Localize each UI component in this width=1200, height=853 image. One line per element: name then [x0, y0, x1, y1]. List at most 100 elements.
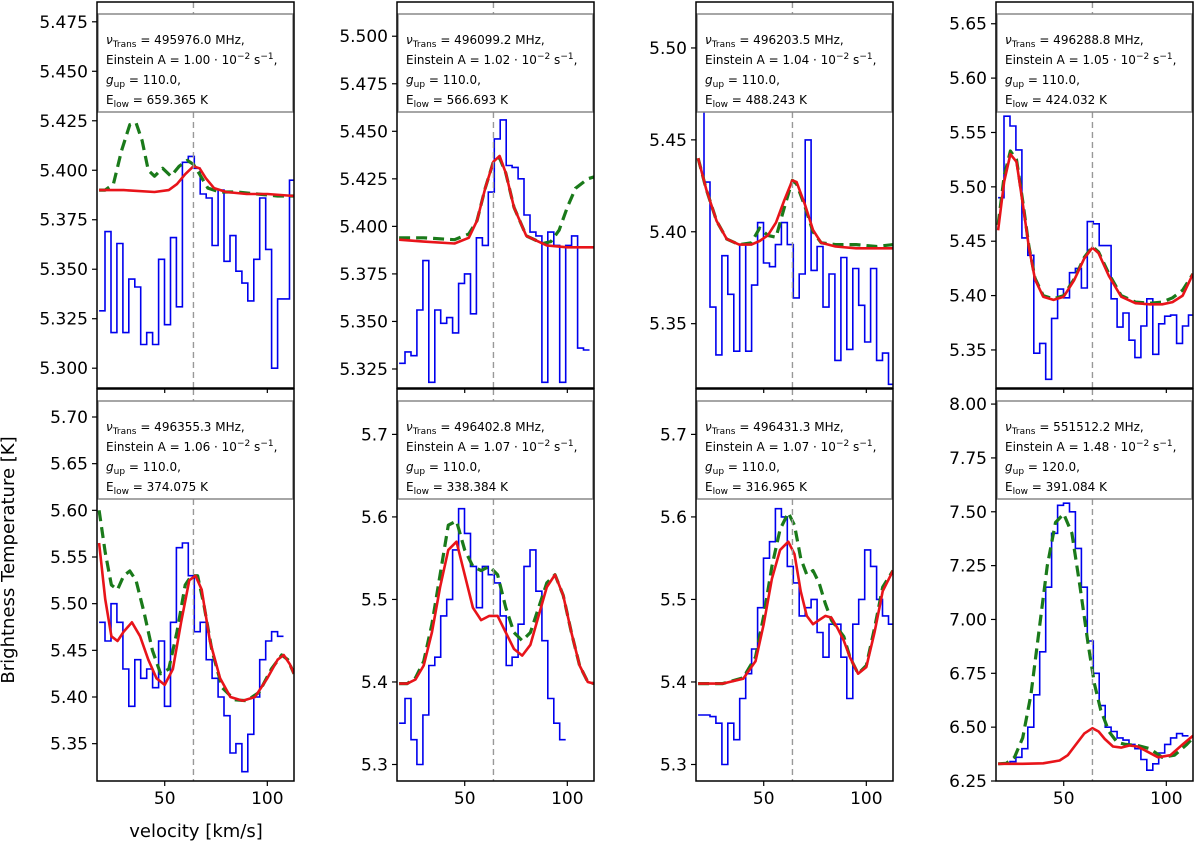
transition-info-box [97, 400, 294, 500]
y-tick-label: 5.35 [50, 735, 88, 755]
model-all-species-line [998, 512, 1193, 766]
x-tick-label: 50 [154, 789, 176, 809]
y-tick-label: 5.350 [39, 260, 88, 280]
transition-frequency: νTrans = 496288.8 MHz, [1005, 33, 1144, 50]
transition-frequency: νTrans = 496099.2 MHz, [406, 33, 545, 50]
y-tick-label: 5.375 [39, 211, 88, 231]
panel-5: νTrans = 496355.3 MHz, Einstein A = 1.06 … [50, 388, 295, 809]
transition-frequency: νTrans = 495976.0 MHz, [106, 33, 245, 50]
axes-frame [995, 1, 1194, 389]
transition-info-box [397, 13, 594, 113]
y-tick-label: 5.7 [660, 425, 687, 445]
x-axis-label: velocity [km/s] [129, 821, 263, 842]
x-tick-label: 50 [454, 789, 476, 809]
panel-1: νTrans = 495976.0 MHz, Einstein A = 1.00 … [39, 1, 295, 393]
x-tick-label: 50 [753, 789, 775, 809]
einstein-a: Einstein A = 1.04 · 10−2 s−1, [705, 52, 876, 67]
y-tick-label: 5.50 [949, 178, 987, 198]
transition-info-box [696, 400, 893, 500]
panel-3: νTrans = 496203.5 MHz, Einstein A = 1.04 … [649, 1, 894, 393]
upper-degeneracy: gup = 110.0, [705, 73, 780, 90]
y-tick-label: 5.35 [649, 315, 687, 335]
y-tick-label: 5.60 [949, 69, 987, 89]
axes-frame [695, 1, 894, 389]
model-single-transition-line [996, 152, 1193, 306]
panel-4: νTrans = 496288.8 MHz, Einstein A = 1.05 … [949, 1, 1194, 393]
y-tick-label: 8.00 [949, 395, 987, 415]
upper-degeneracy: gup = 120.0, [1005, 460, 1080, 477]
y-tick-label: 5.5 [660, 590, 687, 610]
transition-info-box [696, 13, 893, 113]
lower-energy: Elow = 659.365 K [106, 93, 209, 110]
panel-6: νTrans = 496402.8 MHz, Einstein A = 1.07 … [361, 388, 595, 809]
y-tick-label: 5.45 [50, 641, 88, 661]
lower-energy: Elow = 391.084 K [1005, 480, 1108, 497]
transition-frequency: νTrans = 496402.8 MHz, [406, 420, 545, 437]
model-all-species-line [99, 121, 294, 198]
einstein-a: Einstein A = 1.05 · 10−2 s−1, [1005, 52, 1176, 67]
observed-spectrum-line [399, 507, 566, 766]
y-tick-label: 7.50 [949, 503, 987, 523]
y-tick-label: 5.3 [361, 755, 388, 775]
model-single-transition-line [398, 154, 594, 249]
y-tick-label: 5.425 [39, 112, 88, 132]
y-tick-label: 5.475 [39, 13, 88, 33]
panel-8: νTrans = 551512.2 MHz, Einstein A = 1.48 … [949, 388, 1194, 809]
axes-frame [995, 388, 1194, 782]
einstein-a: Einstein A = 1.00 · 10−2 s−1, [106, 52, 277, 67]
y-tick-label: 5.40 [949, 287, 987, 307]
y-tick-label: 5.45 [649, 131, 687, 151]
model-all-species-line [696, 157, 893, 249]
y-tick-label: 5.70 [50, 408, 88, 428]
lower-energy: Elow = 566.693 K [406, 93, 509, 110]
y-tick-label: 6.75 [949, 664, 987, 684]
y-tick-label: 7.00 [949, 610, 987, 630]
transition-info-box [397, 400, 594, 500]
transition-info-box [97, 13, 294, 113]
x-tick-label: 100 [551, 789, 583, 809]
plot-area [99, 2, 294, 388]
y-tick-label: 7.75 [949, 449, 987, 469]
y-tick-label: 5.40 [649, 223, 687, 243]
observed-spectrum-line [998, 115, 1193, 381]
y-tick-label: 5.35 [949, 341, 987, 361]
upper-degeneracy: gup = 110.0, [106, 73, 181, 90]
y-tick-label: 5.400 [339, 217, 388, 237]
upper-degeneracy: gup = 110.0, [1005, 73, 1080, 90]
transition-info-box [996, 400, 1193, 500]
y-tick-label: 5.50 [50, 595, 88, 615]
y-tick-label: 5.60 [50, 501, 88, 521]
einstein-a: Einstein A = 1.06 · 10−2 s−1, [106, 439, 277, 454]
observed-spectrum-line [99, 155, 294, 369]
einstein-a: Einstein A = 1.07 · 10−2 s−1, [406, 439, 577, 454]
model-single-transition-line [998, 726, 1193, 766]
x-tick-label: 100 [251, 789, 283, 809]
x-tick-label: 50 [1053, 789, 1075, 809]
y-axis-label: Brightness Temperature [K] [0, 436, 19, 683]
panel-7: νTrans = 496431.3 MHz, Einstein A = 1.07 … [660, 388, 894, 809]
y-tick-label: 5.3 [660, 755, 687, 775]
y-tick-label: 5.5 [361, 590, 388, 610]
transition-info-box [996, 13, 1193, 113]
axes-frame [396, 388, 595, 782]
lower-energy: Elow = 424.032 K [1005, 93, 1108, 110]
observed-spectrum-line [698, 507, 893, 766]
upper-degeneracy: gup = 110.0, [406, 460, 481, 477]
panel-2: νTrans = 496099.2 MHz, Einstein A = 1.02 … [339, 1, 595, 393]
y-tick-label: 5.40 [50, 688, 88, 708]
plot-area [696, 2, 893, 388]
y-tick-label: 5.350 [339, 312, 388, 332]
upper-degeneracy: gup = 110.0, [406, 73, 481, 90]
upper-degeneracy: gup = 110.0, [705, 460, 780, 477]
transition-frequency: νTrans = 551512.2 MHz, [1005, 420, 1144, 437]
y-tick-label: 5.400 [39, 161, 88, 181]
y-tick-label: 5.55 [949, 123, 987, 143]
einstein-a: Einstein A = 1.07 · 10−2 s−1, [705, 439, 876, 454]
y-tick-label: 5.300 [39, 359, 88, 379]
axes-frame [396, 1, 595, 389]
model-single-transition-line [99, 165, 294, 198]
model-all-species-line [698, 511, 893, 686]
x-tick-label: 100 [1150, 789, 1182, 809]
y-tick-label: 6.50 [949, 718, 987, 738]
